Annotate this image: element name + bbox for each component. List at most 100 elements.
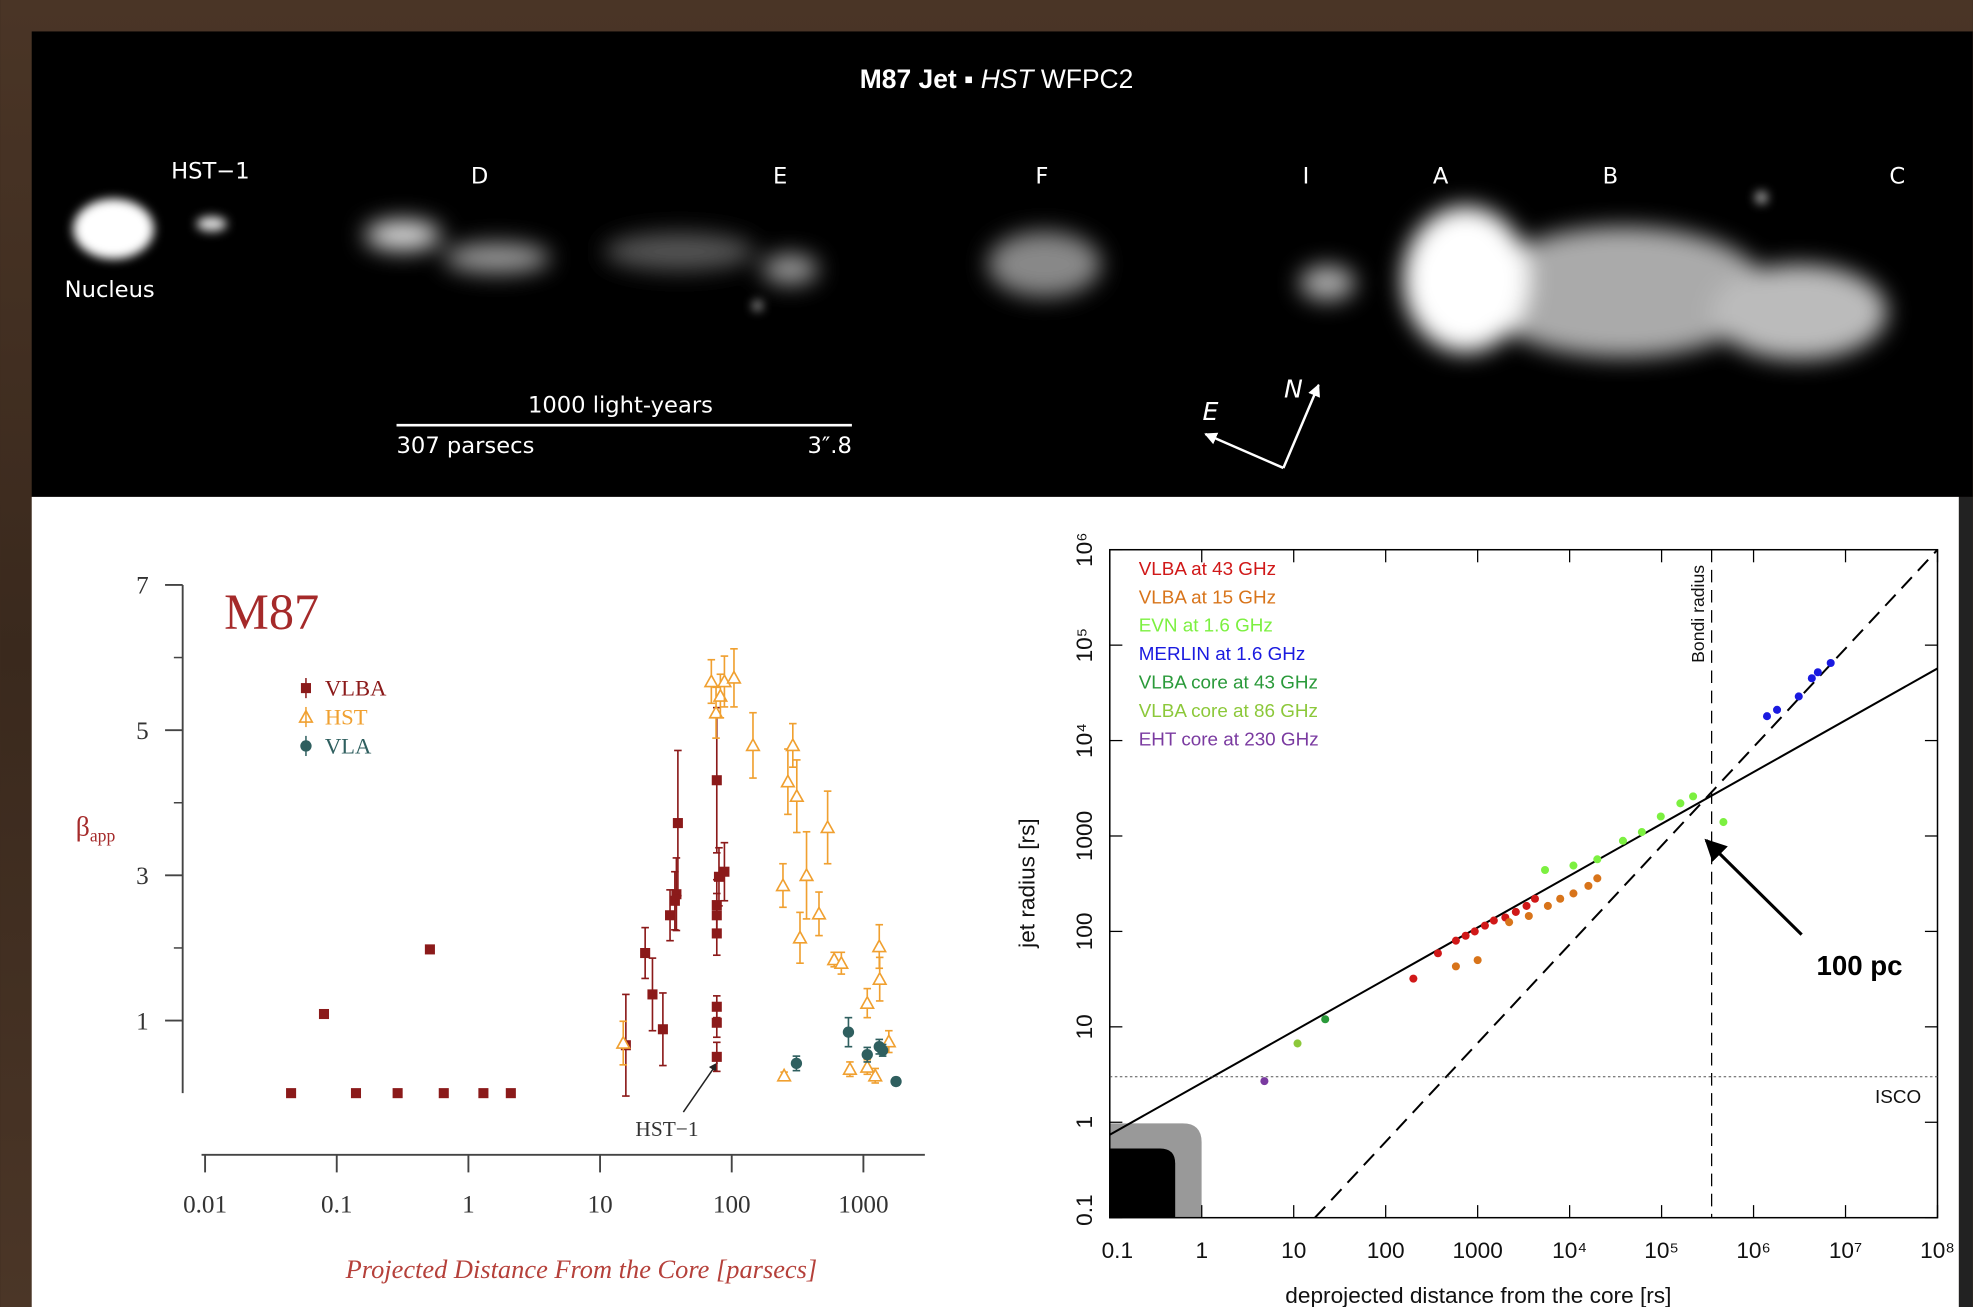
data-point (1569, 889, 1577, 897)
data-point (1827, 659, 1835, 667)
legend-label: VLBA core at 86 GHz (1139, 700, 1318, 721)
data-point (1808, 674, 1816, 682)
data-point (1584, 882, 1592, 890)
data-point (319, 1009, 329, 1019)
data-point (1321, 1015, 1329, 1023)
data-point (1452, 937, 1460, 945)
data-point (425, 944, 435, 954)
data-point (478, 1088, 488, 1098)
y-tick-label: 7 (136, 573, 149, 600)
data-point (862, 1049, 873, 1060)
data-point (1490, 917, 1498, 925)
x-tick-label: 10⁸ (1920, 1238, 1955, 1263)
data-point (1409, 975, 1417, 983)
data-point (1619, 837, 1627, 845)
title-telescope: HST (981, 64, 1036, 94)
y-tick-label: 5 (136, 718, 149, 745)
data-point (1569, 862, 1577, 870)
data-point (1689, 792, 1697, 800)
x-tick-label: 1000 (1452, 1238, 1502, 1263)
x-tick-label: 10⁶ (1736, 1238, 1770, 1263)
data-point (1556, 895, 1564, 903)
annotation: 100 pc (1816, 950, 1902, 981)
data-point (1719, 818, 1727, 826)
data-point (1541, 866, 1549, 874)
page: {"image": {"title": "M87 Jet ▪", "title_… (0, 0, 1973, 1307)
data-point (640, 948, 650, 958)
data-point (877, 1045, 888, 1056)
data-point (890, 1076, 901, 1087)
chart-title: M87 (224, 584, 319, 640)
data-point (1452, 962, 1460, 970)
knot-label: I (1303, 164, 1310, 190)
data-point (1638, 828, 1646, 836)
y-tick-label: 10⁵ (1072, 628, 1097, 663)
legend-label: VLBA at 43 GHz (1139, 558, 1276, 579)
data-point (286, 1088, 296, 1098)
x-tick-label: 10 (1281, 1238, 1306, 1263)
y-tick-label: 10⁶ (1072, 532, 1097, 566)
compass-n: N (1284, 375, 1303, 404)
data-point (665, 910, 675, 920)
x-tick-label: 1000 (838, 1192, 888, 1219)
legend-label: HST (325, 705, 368, 730)
knot-label: HST−1 (171, 159, 250, 185)
data-point (1593, 855, 1601, 863)
knot-label: E (773, 164, 787, 190)
isco-label: ISCO (1875, 1086, 1921, 1107)
data-point (1260, 1077, 1268, 1085)
data-point (1544, 902, 1552, 910)
data-point (1763, 712, 1771, 720)
slide: M87 Jet ▪ HST WFPC2 HST−1 D E F I A B C … (0, 0, 1973, 1307)
data-point (1531, 895, 1539, 903)
annotation: HST−1 (635, 1117, 698, 1141)
data-point (1512, 908, 1520, 916)
knot-label: D (471, 164, 488, 190)
data-point (1481, 922, 1489, 930)
data-point (1471, 927, 1479, 935)
compass-e: E (1202, 397, 1218, 426)
knot-label: B (1603, 164, 1619, 190)
data-point (1523, 902, 1531, 910)
data-point (351, 1088, 361, 1098)
knot-label: F (1035, 164, 1048, 190)
data-point (673, 818, 683, 828)
x-tick-label: 10 (587, 1192, 612, 1219)
data-point (1505, 918, 1513, 926)
x-axis-label: Projected Distance From the Core [parsec… (345, 1254, 818, 1284)
data-point (843, 1027, 854, 1038)
title-name: M87 Jet ▪ (860, 64, 974, 94)
data-point (1525, 912, 1533, 920)
data-point (647, 989, 657, 999)
x-tick-label: 10⁴ (1552, 1238, 1587, 1263)
data-point (1795, 692, 1803, 700)
data-point (1657, 812, 1665, 820)
y-tick-label: 10 (1072, 1014, 1097, 1039)
y-label-symbol: β (76, 810, 90, 841)
y-axis-label: jet radius [rs] (1014, 818, 1039, 949)
x-tick-label: 10⁷ (1829, 1238, 1862, 1263)
legend-label: EHT core at 230 GHz (1139, 728, 1319, 749)
x-tick-label: 1 (1195, 1238, 1208, 1263)
data-point (1593, 874, 1601, 882)
data-point (712, 928, 722, 938)
legend-label: EVN at 1.6 GHz (1139, 615, 1273, 636)
bondi-label: Bondi radius (1688, 565, 1708, 663)
data-point (791, 1058, 802, 1069)
x-tick-label: 0.1 (321, 1192, 352, 1219)
data-point (1293, 1039, 1301, 1047)
x-axis-label: deprojected distance from the core [rs] (1285, 1283, 1671, 1307)
legend-label: MERLIN at 1.6 GHz (1139, 643, 1306, 664)
data-point (1462, 932, 1470, 940)
data-point (1814, 668, 1822, 676)
knot-label: A (1433, 164, 1449, 190)
legend-label: VLBA at 15 GHz (1139, 586, 1276, 607)
y-tick-label: 1 (136, 1008, 149, 1035)
x-tick-label: 0.01 (183, 1192, 227, 1219)
scale-label: 3″.8 (807, 433, 851, 459)
x-tick-label: 10⁵ (1644, 1238, 1679, 1263)
y-tick-label: 1 (1072, 1116, 1097, 1129)
x-tick-label: 100 (1367, 1238, 1405, 1263)
y-label-sub: app (90, 826, 116, 846)
data-point (712, 1018, 722, 1028)
